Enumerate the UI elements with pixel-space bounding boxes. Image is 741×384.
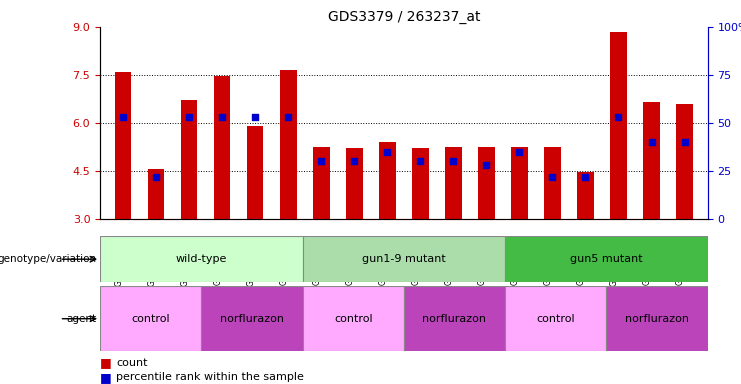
Bar	[280, 70, 296, 219]
Text: ■: ■	[100, 371, 116, 384]
Bar	[100, 236, 302, 282]
Text: GSM323083: GSM323083	[379, 239, 388, 285]
Bar	[611, 32, 627, 219]
Text: control: control	[536, 314, 575, 324]
Bar	[302, 236, 505, 282]
Text: GSM323088: GSM323088	[543, 239, 553, 285]
Text: norflurazon: norflurazon	[625, 314, 689, 324]
Bar	[302, 286, 404, 351]
Text: GSM323077: GSM323077	[180, 239, 189, 286]
Text: gun5 mutant: gun5 mutant	[570, 254, 642, 264]
Bar	[606, 286, 708, 351]
Text: GSM323085: GSM323085	[445, 239, 453, 285]
Text: wild-type: wild-type	[176, 254, 227, 264]
Text: control: control	[334, 314, 373, 324]
Bar	[505, 286, 606, 351]
Text: GSM323080: GSM323080	[279, 239, 288, 285]
Bar	[677, 104, 693, 219]
Point	[282, 114, 294, 120]
Point	[348, 158, 360, 164]
Bar	[115, 72, 131, 219]
Text: norflurazon: norflurazon	[422, 314, 487, 324]
Point	[579, 174, 591, 180]
Text: GSM323087: GSM323087	[511, 239, 519, 285]
Point	[480, 162, 492, 168]
Bar	[100, 286, 202, 351]
Point	[316, 158, 328, 164]
Text: GSM323075: GSM323075	[114, 239, 123, 286]
Bar	[577, 172, 594, 219]
Point	[613, 114, 625, 120]
Text: control: control	[131, 314, 170, 324]
Text: GSM323081: GSM323081	[312, 239, 322, 285]
Text: GSM323078: GSM323078	[213, 239, 222, 285]
Bar	[643, 102, 659, 219]
Bar	[214, 76, 230, 219]
Point	[249, 114, 261, 120]
Text: count: count	[116, 358, 148, 368]
Bar	[181, 101, 197, 219]
Text: GSM323091: GSM323091	[642, 239, 651, 285]
Text: GSM323086: GSM323086	[477, 239, 486, 285]
Bar	[445, 147, 462, 219]
Bar	[478, 147, 495, 219]
Bar	[505, 236, 708, 282]
Text: percentile rank within the sample: percentile rank within the sample	[116, 372, 305, 382]
Text: GSM323076: GSM323076	[147, 239, 156, 286]
Point	[679, 139, 691, 145]
Bar	[202, 286, 302, 351]
Text: agent: agent	[66, 314, 96, 324]
Bar	[346, 149, 362, 219]
Point	[382, 149, 393, 155]
Point	[117, 114, 129, 120]
Bar	[247, 126, 264, 219]
Point	[414, 158, 426, 164]
Bar	[544, 147, 561, 219]
Bar	[313, 147, 330, 219]
Point	[645, 139, 657, 145]
Point	[547, 174, 559, 180]
Point	[216, 114, 228, 120]
Point	[150, 174, 162, 180]
Text: genotype/variation: genotype/variation	[0, 254, 96, 264]
Title: GDS3379 / 263237_at: GDS3379 / 263237_at	[328, 10, 480, 25]
Bar	[148, 169, 165, 219]
Point	[183, 114, 195, 120]
Text: GSM323082: GSM323082	[345, 239, 354, 285]
Text: GSM323090: GSM323090	[610, 239, 619, 286]
Text: GSM323092: GSM323092	[676, 239, 685, 285]
Text: ■: ■	[100, 356, 116, 369]
Text: GSM323079: GSM323079	[246, 239, 255, 286]
Bar	[511, 147, 528, 219]
Text: GSM323084: GSM323084	[411, 239, 420, 285]
Bar	[379, 142, 396, 219]
Point	[448, 158, 459, 164]
Text: gun1-9 mutant: gun1-9 mutant	[362, 254, 446, 264]
Text: norflurazon: norflurazon	[220, 314, 284, 324]
Point	[514, 149, 525, 155]
Bar	[404, 286, 505, 351]
Text: GSM323089: GSM323089	[576, 239, 585, 285]
Bar	[412, 149, 428, 219]
